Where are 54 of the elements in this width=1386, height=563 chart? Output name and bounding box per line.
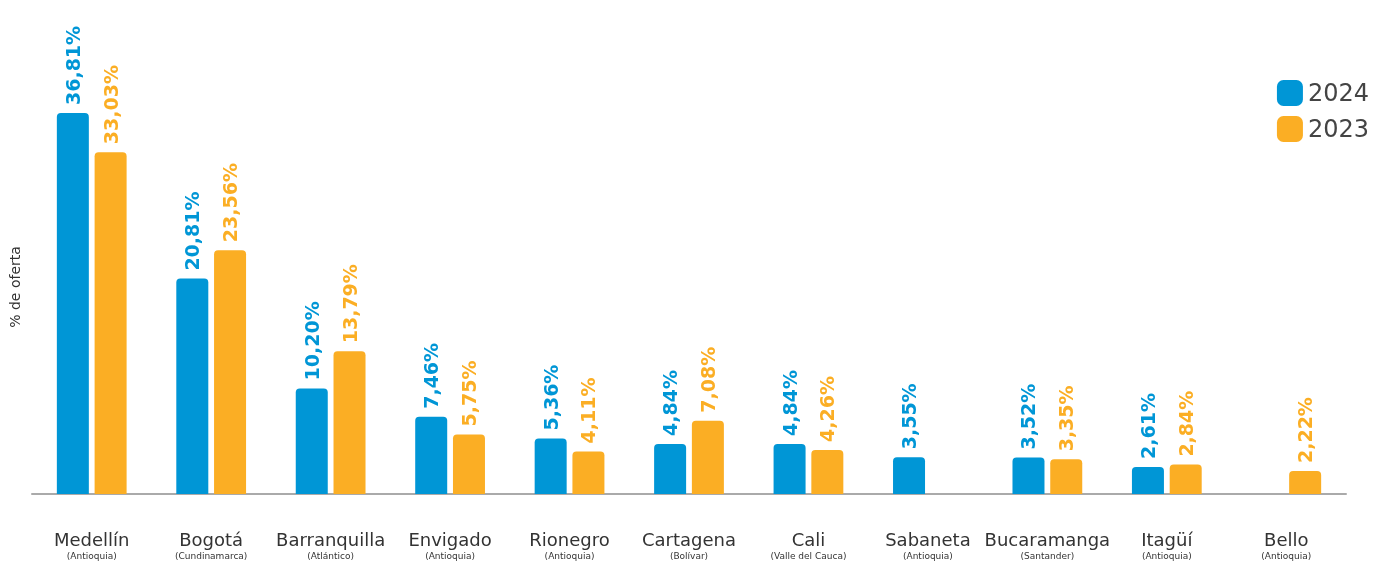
bar [452, 434, 485, 494]
x-tick-label: Bello (Antioquia) [1261, 528, 1312, 561]
bar [1169, 464, 1202, 494]
data-label: 23,56% [219, 163, 242, 243]
bar [1131, 466, 1164, 494]
data-label: 33,03% [99, 65, 122, 145]
bar [572, 451, 605, 494]
data-label: 2,84% [1174, 390, 1197, 457]
y-axis-title: % de oferta [7, 246, 23, 328]
data-label: 20,81% [181, 191, 204, 271]
bar [94, 152, 127, 494]
data-label: 5,36% [539, 364, 562, 431]
x-tick-label: Barranquilla (Atlántico) [276, 528, 386, 561]
data-label: 4,26% [816, 375, 839, 442]
data-label: 10,20% [300, 301, 323, 381]
bar [1012, 457, 1045, 494]
bar [893, 457, 926, 494]
x-tick-label: Sabaneta (Antioquia) [885, 528, 971, 561]
x-tick-label: Itagüí (Antioquia) [1141, 528, 1194, 561]
legend-label: 2023 [1307, 115, 1369, 143]
data-label: 3,52% [1017, 383, 1040, 450]
data-label: 3,35% [1055, 385, 1078, 452]
bar [295, 388, 328, 494]
data-label: 2,61% [1136, 393, 1159, 459]
bar [214, 250, 247, 494]
bar [691, 420, 724, 494]
bar [1289, 471, 1322, 494]
bar [1050, 459, 1083, 494]
x-tick-label: Cali (Valle del Cauca) [770, 528, 847, 561]
legend-label: 2024 [1307, 79, 1369, 107]
bar [654, 443, 687, 494]
data-label: 4,11% [577, 377, 600, 444]
data-label: 2,22% [1294, 397, 1317, 464]
bar [415, 416, 448, 494]
x-tick-label: Medellín (Antioquia) [53, 528, 130, 561]
data-label: 4,84% [659, 369, 682, 436]
data-label: 36,81% [61, 25, 84, 106]
x-tick-label: Envigado (Antioquia) [408, 528, 492, 561]
data-label: 7,08% [696, 346, 719, 413]
x-tick-label: Cartagena (Bolívar) [641, 528, 737, 561]
bar [773, 443, 806, 494]
bar [176, 278, 209, 494]
bar [333, 351, 366, 494]
x-tick-label: Bucaramanga (Santander) [984, 528, 1111, 561]
x-tick-label: Bogotá (Cundinamarca) [174, 528, 248, 561]
data-label: 13,79% [338, 264, 361, 344]
data-label: 3,55% [898, 383, 921, 450]
bar [811, 449, 844, 494]
data-label: 7,46% [420, 342, 443, 409]
x-tick-label: Rionegro (Antioquia) [529, 528, 610, 561]
bar [56, 113, 89, 494]
bar [534, 438, 567, 494]
data-label: 4,84% [778, 369, 801, 436]
data-label: 5,75% [457, 360, 480, 427]
